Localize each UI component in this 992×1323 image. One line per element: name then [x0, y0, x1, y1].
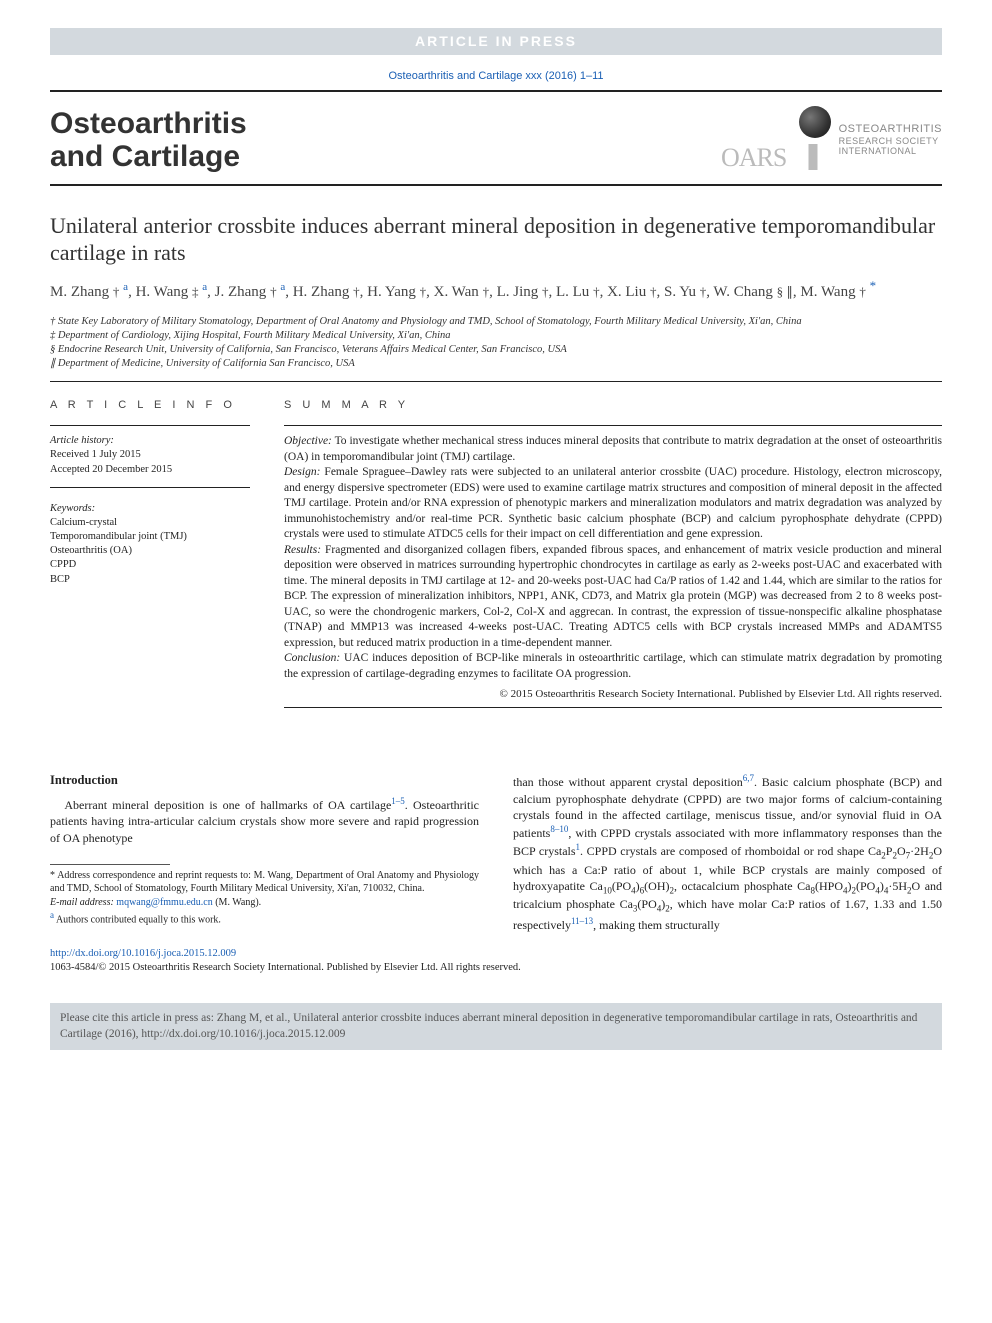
- journal-title-line1: Osteoarthritis: [50, 107, 247, 140]
- globe-icon: [799, 106, 831, 138]
- footnote-rule: [50, 864, 170, 865]
- summary-results: Results: Fragmented and disorganized col…: [284, 543, 942, 652]
- summary-copyright: © 2015 Osteoarthritis Research Society I…: [284, 683, 942, 702]
- footnote-sup: a: [50, 910, 54, 920]
- introduction-head: Introduction: [50, 772, 479, 795]
- history-head: Article history:: [50, 426, 250, 448]
- contrib-footnote: a Authors contributed equally to this wo…: [50, 909, 479, 927]
- journal-title: Osteoarthritis and Cartilage: [50, 107, 247, 173]
- article-in-press-banner: ARTICLE IN PRESS: [50, 28, 942, 55]
- affiliation: ∥ Department of Medicine, University of …: [50, 357, 942, 371]
- affiliation: † State Key Laboratory of Military Stoma…: [50, 315, 942, 329]
- text: O: [897, 844, 906, 858]
- svg-text:OARS: OARS: [721, 143, 786, 172]
- text: (PO: [637, 897, 656, 911]
- summary-design: Design: Female Spraguee–Dawley rats were…: [284, 465, 942, 543]
- author-list: M. Zhang † a, H. Wang ‡ a, J. Zhang † a,…: [50, 277, 942, 311]
- text: , making them structurally: [593, 918, 720, 932]
- keyword: Temporomandibular joint (TMJ): [50, 530, 250, 544]
- oarsi-l3: INTERNATIONAL: [839, 146, 942, 156]
- text: Authors contributed equally to this work…: [56, 915, 221, 926]
- summary-column: S U M M A R Y Objective: To investigate …: [284, 398, 942, 708]
- summary-label: Objective:: [284, 435, 332, 447]
- footnotes: * Address correspondence and reprint req…: [50, 846, 479, 927]
- article-info-head: A R T I C L E I N F O: [50, 398, 250, 419]
- history-received: Received 1 July 2015: [50, 448, 250, 462]
- journal-header: Osteoarthritis and Cartilage OARS OSTEOA…: [50, 92, 942, 184]
- corresponding-footnote: * Address correspondence and reprint req…: [50, 869, 479, 896]
- intro-para-1: Aberrant mineral deposition is one of ha…: [50, 795, 479, 846]
- summary-conclusion: Conclusion: UAC induces deposition of BC…: [284, 651, 942, 682]
- citation-ref[interactable]: 11–13: [571, 916, 593, 926]
- text: ·5H: [888, 879, 907, 893]
- doi-link[interactable]: http://dx.doi.org/10.1016/j.joca.2015.12…: [50, 947, 942, 961]
- text: ·2H: [910, 844, 929, 858]
- email-link[interactable]: mqwang@fmmu.edu.cn: [116, 897, 212, 908]
- article-title: Unilateral anterior crossbite induces ab…: [50, 186, 942, 277]
- text: (PO: [856, 879, 875, 893]
- affiliation: ‡ Department of Cardiology, Xijing Hospi…: [50, 329, 942, 343]
- oarsi-wordmark-icon: OARS: [721, 140, 831, 174]
- text: . CPPD crystals are composed of rhomboid…: [580, 844, 881, 858]
- email-footnote: E-mail address: mqwang@fmmu.edu.cn (M. W…: [50, 896, 479, 910]
- summary-text: To investigate whether mechanical stress…: [284, 435, 942, 463]
- text: , octacalcium phosphate Ca: [674, 879, 810, 893]
- citation-ref[interactable]: 1–5: [391, 796, 405, 806]
- summary-head: S U M M A R Y: [284, 398, 942, 419]
- journal-title-line2: and Cartilage: [50, 140, 247, 173]
- summary-text: Fragmented and disorganized collagen fib…: [284, 544, 942, 649]
- oarsi-l1: OSTEOARTHRITIS: [839, 123, 942, 136]
- text: (HPO: [815, 879, 843, 893]
- summary-text: UAC induces deposition of BCP-like miner…: [284, 652, 942, 680]
- email-label: E-mail address:: [50, 897, 114, 908]
- body-column-left: Introduction Aberrant mineral deposition…: [50, 772, 479, 933]
- article-info-column: A R T I C L E I N F O Article history: R…: [50, 398, 250, 708]
- affiliation: § Endocrine Research Unit, University of…: [50, 343, 942, 357]
- oarsi-logo-block: OARS OSTEOARTHRITIS RESEARCH SOCIETY INT…: [721, 106, 942, 174]
- text: than those without apparent crystal depo…: [513, 775, 743, 789]
- citation-ref[interactable]: 6,7: [743, 773, 754, 783]
- summary-label: Results:: [284, 544, 321, 556]
- keyword: Osteoarthritis (OA): [50, 544, 250, 558]
- text: (OH): [644, 879, 669, 893]
- oarsi-text: OSTEOARTHRITIS RESEARCH SOCIETY INTERNAT…: [839, 123, 942, 156]
- doi-block: http://dx.doi.org/10.1016/j.joca.2015.12…: [50, 933, 942, 975]
- text: (M. Wang).: [215, 897, 261, 908]
- text: (PO: [612, 879, 631, 893]
- keyword: Calcium-crystal: [50, 516, 250, 530]
- body-column-right: than those without apparent crystal depo…: [513, 772, 942, 933]
- top-citation: Osteoarthritis and Cartilage xxx (2016) …: [50, 55, 942, 90]
- oarsi-logo: OARS: [721, 106, 831, 174]
- text: Aberrant mineral deposition is one of ha…: [64, 798, 391, 812]
- rule: [284, 707, 942, 708]
- citation-ref[interactable]: 8–10: [550, 824, 568, 834]
- affiliations: † State Key Laboratory of Military Stoma…: [50, 311, 942, 382]
- summary-objective: Objective: To investigate whether mechan…: [284, 434, 942, 465]
- keywords-head: Keywords:: [50, 488, 250, 516]
- history-accepted: Accepted 20 December 2015: [50, 463, 250, 477]
- keyword: CPPD: [50, 558, 250, 572]
- summary-text: Female Spraguee–Dawley rats were subject…: [284, 466, 942, 540]
- summary-label: Design:: [284, 466, 320, 478]
- citation-box: Please cite this article in press as: Zh…: [50, 1003, 942, 1050]
- summary-label: Conclusion:: [284, 652, 340, 664]
- keyword: BCP: [50, 573, 250, 587]
- intro-para-2: than those without apparent crystal depo…: [513, 772, 942, 933]
- issn-copyright: 1063-4584/© 2015 Osteoarthritis Research…: [50, 961, 942, 975]
- oarsi-l2: RESEARCH SOCIETY: [839, 136, 942, 146]
